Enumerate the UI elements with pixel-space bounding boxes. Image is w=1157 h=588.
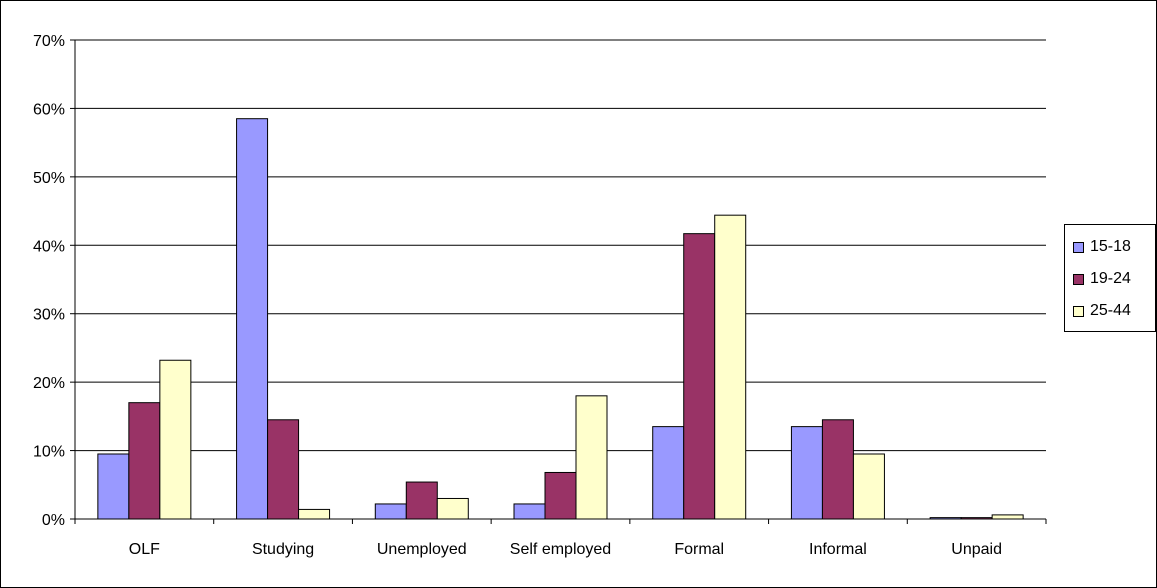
- legend-swatch-19-24: [1073, 273, 1084, 285]
- x-tick-labels: OLF Studying Unemployed Self employed Formal…: [129, 541, 1002, 558]
- axes: [70, 39, 1047, 524]
- y-tick-label: 20%: [33, 375, 65, 392]
- bar-25-44-olf: [159, 359, 192, 520]
- legend-swatch-25-44: [1073, 305, 1084, 317]
- legend: 15-18 19-24 25-44: [1064, 224, 1156, 332]
- legend-label: 19-24: [1090, 270, 1131, 287]
- bar-25-44-studying: [298, 508, 331, 520]
- bar-19-24-studying: [267, 419, 300, 520]
- bar-15-18-informal: [790, 426, 823, 520]
- y-tick-label: 60%: [33, 101, 65, 118]
- bar-25-44-unemployed: [436, 497, 469, 520]
- y-tick-label: 50%: [33, 170, 65, 187]
- y-tick-labels: 0% 10% 20% 30% 40% 50% 60% 70%: [33, 33, 65, 529]
- bar-19-24-olf: [128, 402, 161, 520]
- legend-item-25-44: 25-44: [1073, 301, 1131, 321]
- y-tick-label: 0%: [42, 512, 65, 529]
- legend-swatch-15-18: [1073, 241, 1084, 253]
- gridlines: [75, 39, 1046, 452]
- y-tick-label: 40%: [33, 238, 65, 255]
- x-tick-label: Self employed: [510, 541, 611, 558]
- bar-25-44-unpaid: [991, 514, 1024, 520]
- x-tick-label: Unpaid: [951, 541, 1002, 558]
- x-tick-label: Informal: [809, 541, 867, 558]
- bar-19-24-unemployed: [405, 481, 438, 520]
- bar-25-44-self-employed: [575, 395, 608, 520]
- bar-15-18-formal: [652, 426, 685, 520]
- bar-25-44-formal: [714, 214, 747, 520]
- y-tick-label: 30%: [33, 307, 65, 324]
- legend-item-19-24: 19-24: [1073, 269, 1131, 289]
- bar-25-44-informal: [852, 453, 885, 520]
- x-tick-label: OLF: [129, 541, 160, 558]
- legend-item-15-18: 15-18: [1073, 237, 1131, 257]
- bars: [97, 118, 1024, 520]
- legend-label: 25-44: [1090, 302, 1131, 319]
- x-tick-label: Studying: [252, 541, 314, 558]
- y-tick-label: 10%: [33, 444, 65, 461]
- bar-15-18-olf: [97, 453, 130, 520]
- bar-15-18-studying: [236, 118, 269, 520]
- x-tick-label: Formal: [674, 541, 724, 558]
- bar-19-24-self-employed: [544, 471, 577, 520]
- bar-15-18-unemployed: [374, 503, 407, 520]
- bar-15-18-self-employed: [513, 503, 546, 520]
- bar-19-24-informal: [821, 419, 854, 520]
- bar-19-24-formal: [683, 233, 716, 520]
- y-tick-label: 70%: [33, 33, 65, 50]
- x-tick-label: Unemployed: [377, 541, 467, 558]
- legend-label: 15-18: [1090, 238, 1131, 255]
